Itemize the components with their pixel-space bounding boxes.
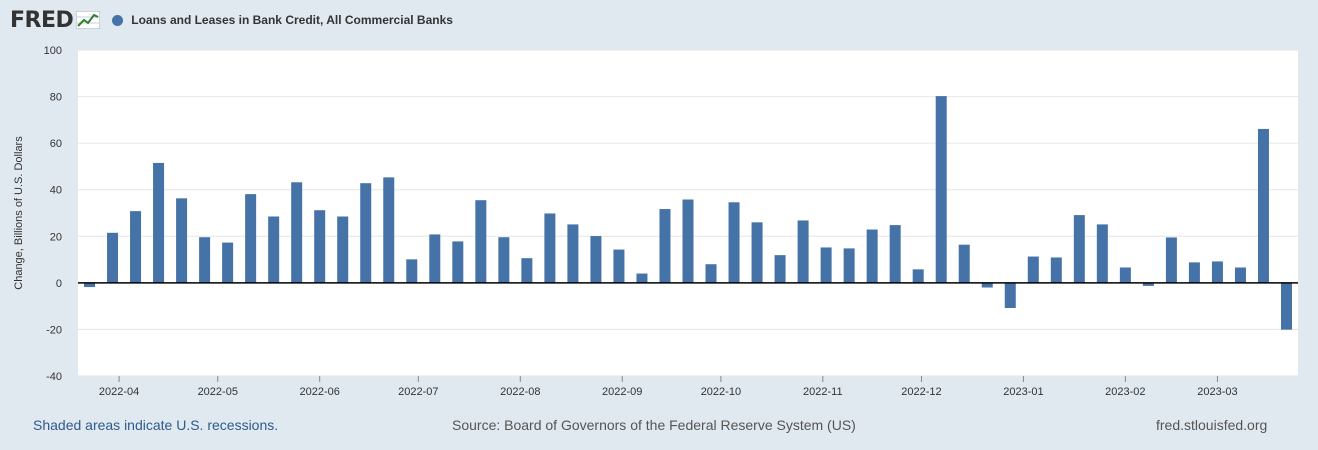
bar[interactable] [774, 255, 786, 283]
y-axis-label: Change, Billions of U.S. Dollars [13, 136, 25, 290]
bar[interactable] [981, 282, 993, 288]
y-tick-label: 100 [44, 45, 62, 57]
bar[interactable] [935, 96, 947, 283]
bar[interactable] [751, 222, 763, 283]
bar[interactable] [590, 236, 602, 283]
y-tick-label: -20 [46, 324, 62, 336]
bar[interactable] [1165, 237, 1177, 283]
legend-series-label: Loans and Leases in Bank Credit, All Com… [131, 13, 453, 27]
recession-note-link[interactable]: Shaded areas indicate U.S. recessions. [33, 417, 279, 433]
x-tick-label: 2022-10 [701, 386, 741, 398]
fred-site-link[interactable]: fred.stlouisfed.org [1156, 417, 1268, 433]
bar[interactable] [1073, 215, 1085, 283]
bar[interactable] [544, 213, 556, 283]
bar[interactable] [222, 242, 234, 283]
bar[interactable] [1119, 267, 1131, 283]
bar[interactable] [1188, 262, 1200, 283]
bar[interactable] [728, 202, 740, 283]
x-tick-label: 2022-05 [198, 386, 238, 398]
bar[interactable] [429, 234, 441, 283]
x-tick-label: 2022-07 [398, 386, 438, 398]
fred-logo-text: FRED [10, 7, 74, 33]
y-tick-label: 20 [50, 231, 62, 243]
bar[interactable] [176, 198, 188, 283]
x-tick-label: 2023-01 [1003, 386, 1043, 398]
chart-legend: Loans and Leases in Bank Credit, All Com… [112, 13, 453, 27]
bar[interactable] [1142, 282, 1154, 286]
bar[interactable] [245, 194, 257, 283]
bar-chart: -40 -20 0 20 40 60 80 100 2022-04 2022-05 2022-06… [13, 45, 1298, 398]
source-note: Source: Board of Governors of the Federa… [452, 417, 856, 433]
chart-header: FRED Loans and Leases in Bank Credit, Al… [10, 6, 453, 34]
x-tick-label: 2023-02 [1105, 386, 1145, 398]
bar[interactable] [797, 220, 809, 283]
bar[interactable] [659, 209, 671, 283]
y-tick-label: 40 [50, 185, 62, 197]
bar[interactable] [475, 200, 487, 283]
fred-logo-graph-icon [76, 11, 101, 29]
x-tick-label: 2023-03 [1197, 386, 1237, 398]
bar[interactable] [1096, 224, 1108, 283]
bar[interactable] [452, 241, 464, 283]
y-tick-label: -40 [46, 371, 62, 383]
bar[interactable] [636, 273, 648, 283]
bar[interactable] [1211, 261, 1223, 283]
x-tick-label: 2022-12 [901, 386, 941, 398]
bar[interactable] [958, 244, 970, 283]
bar[interactable] [498, 237, 510, 283]
bar[interactable] [1027, 256, 1039, 283]
bars-group [84, 96, 1292, 330]
bar[interactable] [1234, 267, 1246, 283]
y-tick-label: 0 [56, 278, 62, 290]
bar[interactable] [130, 211, 142, 283]
y-tick-label: 60 [50, 138, 62, 150]
legend-marker [112, 14, 124, 26]
bar[interactable] [1050, 257, 1062, 283]
y-axis-ticks: -40 -20 0 20 40 60 80 100 [44, 45, 62, 383]
bar[interactable] [1280, 282, 1292, 330]
bar[interactable] [820, 247, 832, 283]
bar[interactable] [843, 248, 855, 283]
x-tick-label: 2022-08 [500, 386, 540, 398]
y-tick-label: 80 [50, 92, 62, 104]
bar[interactable] [613, 249, 625, 283]
x-axis-ticks: 2022-04 2022-05 2022-06 2022-07 2022-08 2022-… [99, 376, 1238, 398]
bar[interactable] [682, 199, 694, 283]
bar[interactable] [199, 237, 211, 283]
bar[interactable] [291, 182, 303, 283]
bar[interactable] [521, 258, 533, 283]
bar[interactable] [84, 282, 96, 288]
bar[interactable] [383, 177, 395, 283]
x-tick-label: 2022-06 [300, 386, 340, 398]
bar[interactable] [889, 225, 901, 283]
bar[interactable] [1004, 282, 1016, 309]
fred-logo[interactable]: FRED [10, 7, 101, 33]
bar[interactable] [337, 216, 349, 283]
bar[interactable] [912, 269, 924, 283]
bar[interactable] [153, 162, 165, 283]
bar[interactable] [866, 229, 878, 283]
bar[interactable] [406, 259, 418, 283]
x-tick-label: 2022-04 [99, 386, 139, 398]
bar[interactable] [1257, 128, 1269, 283]
x-tick-label: 2022-09 [602, 386, 642, 398]
bar[interactable] [268, 216, 280, 283]
bar[interactable] [107, 232, 119, 283]
bar[interactable] [314, 210, 326, 283]
x-tick-label: 2022-11 [803, 386, 843, 398]
bar[interactable] [705, 264, 717, 283]
bar[interactable] [360, 183, 372, 283]
bar[interactable] [567, 224, 579, 283]
